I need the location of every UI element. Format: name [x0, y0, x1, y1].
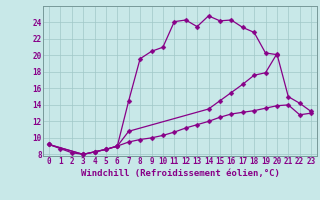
X-axis label: Windchill (Refroidissement éolien,°C): Windchill (Refroidissement éolien,°C): [81, 169, 279, 178]
